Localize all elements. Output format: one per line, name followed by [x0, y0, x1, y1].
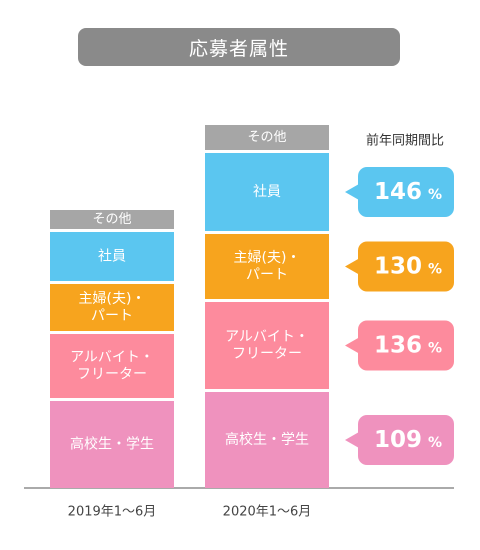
yoy-bubble-pointer-3 — [345, 432, 359, 448]
chart-title: 応募者属性 — [78, 28, 400, 66]
yoy-bubble-1 — [358, 241, 454, 292]
segment-label-housewife-0-0: 主婦(夫)・ — [79, 290, 146, 307]
yoy-unit-2: % — [428, 341, 442, 357]
yoy-value-2: 136 — [374, 333, 422, 359]
yoy-unit-1: % — [428, 262, 442, 278]
segment-label-employee-0-0: 社員 — [98, 249, 126, 265]
segment-label-employee-1-0: 社員 — [253, 184, 281, 200]
bar-segment-housewife-0 — [50, 284, 174, 331]
yoy-value-0: 146 — [374, 179, 422, 205]
bar-segment-employee-0 — [50, 232, 174, 281]
bar-segment-employee-1 — [205, 153, 329, 231]
segment-label-student-1-0: 高校生・学生 — [225, 431, 309, 448]
yoy-unit-0: % — [428, 187, 442, 203]
x-tick-label-1: 2020年1〜6月 — [223, 505, 312, 520]
segment-label-student-0-0: 高校生・学生 — [70, 436, 154, 453]
segment-label-housewife-1-0: 主婦(夫)・ — [234, 249, 301, 266]
yoy-header: 前年同期間比 — [366, 133, 444, 149]
yoy-bubble-pointer-2 — [345, 337, 359, 354]
segment-label-parttime-1-0: アルバイト・ — [225, 329, 309, 345]
bar-segment-other-0 — [50, 210, 174, 229]
yoy-unit-3: % — [428, 435, 442, 451]
segment-label-housewife-1-1: パート — [246, 267, 288, 283]
yoy-value-3: 109 — [374, 427, 422, 453]
yoy-bubble-3 — [358, 415, 454, 465]
bar-segment-parttime-1 — [205, 302, 329, 389]
segment-label-other-1-0: その他 — [247, 130, 286, 145]
x-tick-label-0: 2019年1〜6月 — [68, 505, 157, 520]
yoy-bubble-0 — [358, 167, 454, 217]
bar-segment-parttime-0 — [50, 334, 174, 398]
bar-segment-housewife-1 — [205, 234, 329, 299]
bar-segment-student-1 — [205, 392, 329, 488]
yoy-bubble-pointer-1 — [345, 258, 359, 275]
bar-segment-student-0 — [50, 401, 174, 488]
yoy-bubble-pointer-0 — [345, 184, 359, 200]
segment-label-parttime-1-1: フリーター — [232, 346, 302, 362]
segment-label-housewife-0-1: パート — [91, 308, 133, 324]
yoy-value-1: 130 — [374, 254, 422, 280]
segment-label-other-0-0: その他 — [92, 212, 131, 227]
segment-label-parttime-0-1: フリーター — [77, 367, 147, 383]
bar-segment-other-1 — [205, 125, 329, 150]
yoy-bubble-2 — [358, 320, 454, 371]
segment-label-parttime-0-0: アルバイト・ — [70, 350, 154, 366]
